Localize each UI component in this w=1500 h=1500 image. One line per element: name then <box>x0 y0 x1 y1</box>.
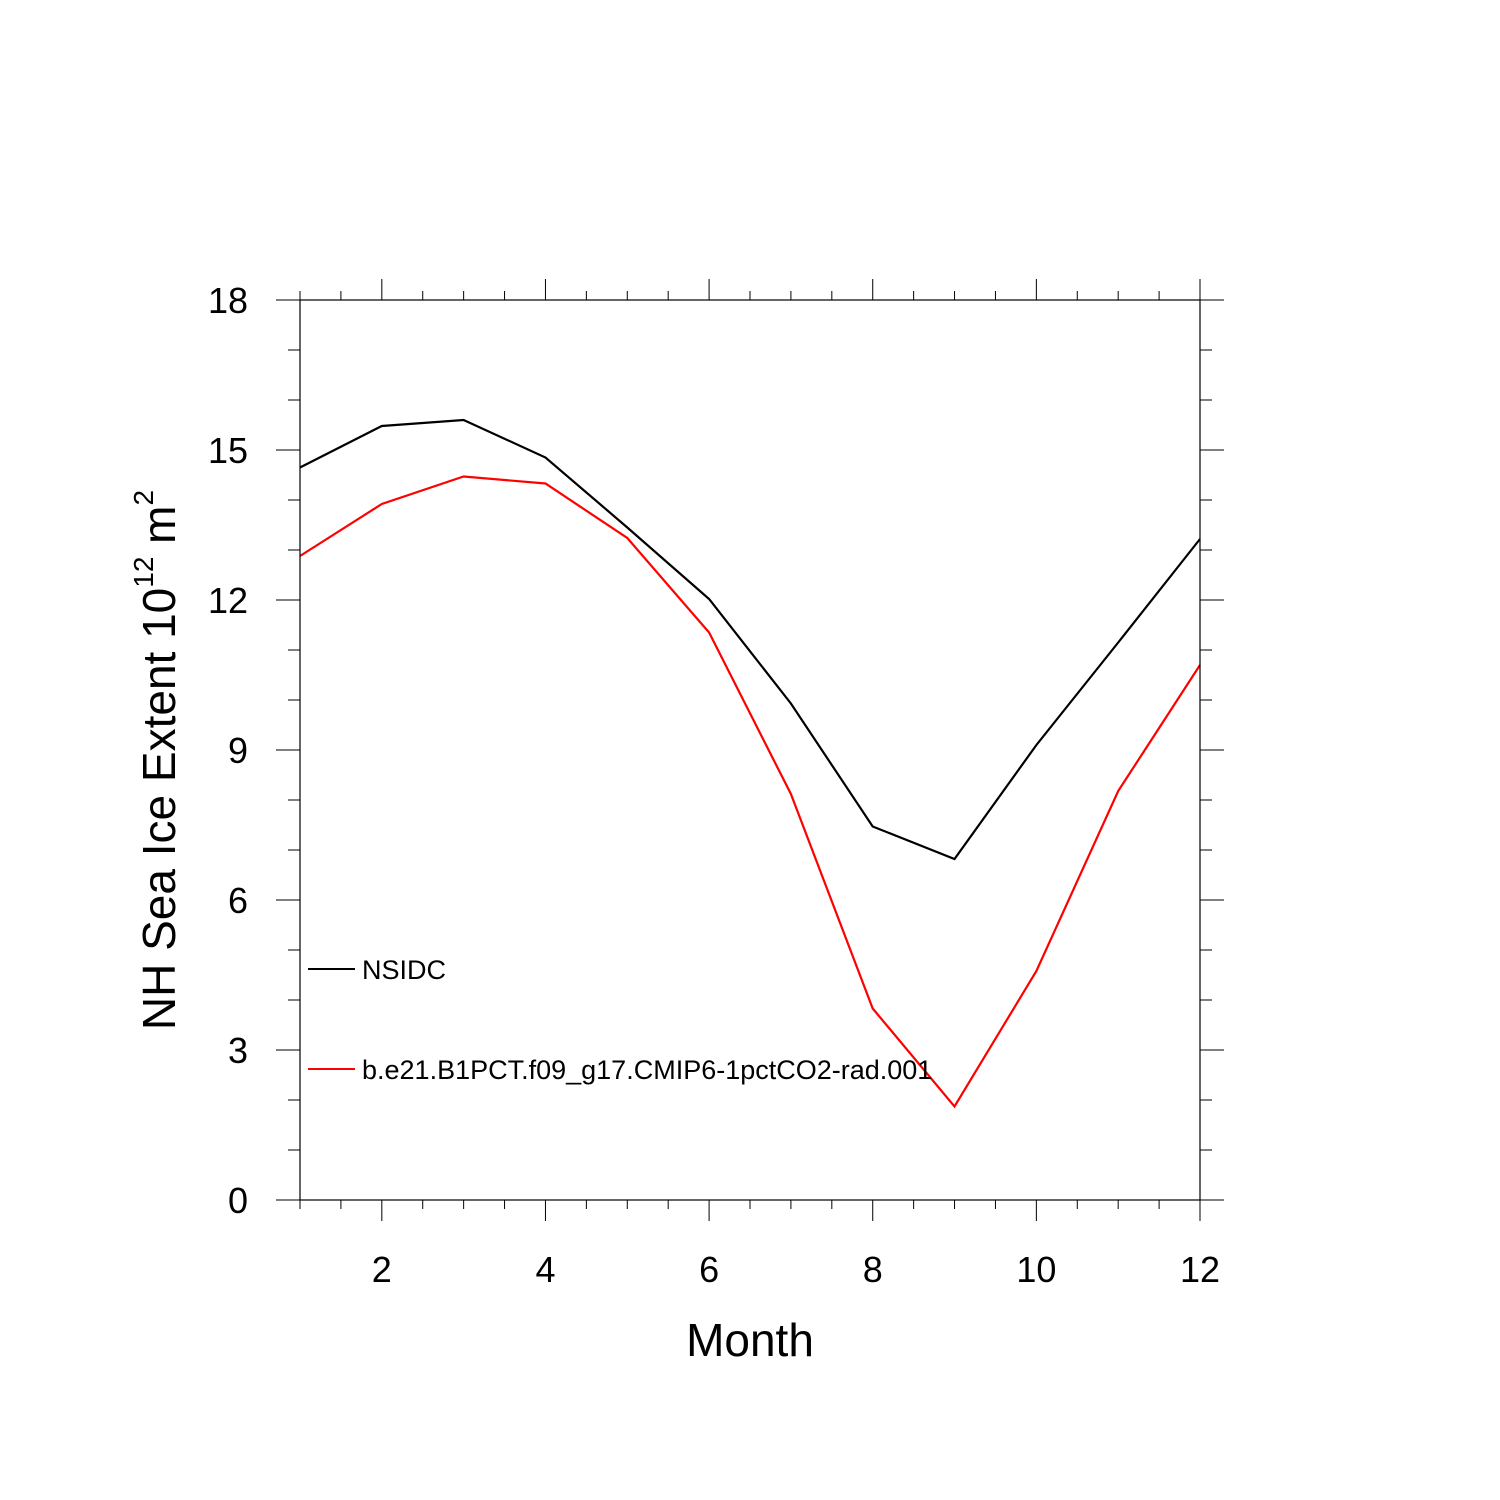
x-tick-label: 4 <box>535 1249 555 1290</box>
plot-frame <box>299 299 1201 1201</box>
series-line-model <box>299 475 1201 1109</box>
y-tick-label: 15 <box>208 430 248 471</box>
y-tick-label: 3 <box>228 1030 248 1071</box>
series-line-nsidc <box>299 418 1201 861</box>
x-tick-label: 12 <box>1180 1249 1220 1290</box>
y-axis-title-exponent: 12 <box>128 557 159 588</box>
y-tick-label: 12 <box>208 580 248 621</box>
y-axis-title-unit-exponent: 2 <box>128 490 159 506</box>
x-axis-title: Month <box>686 1314 814 1366</box>
x-tick-label: 10 <box>1016 1249 1056 1290</box>
y-axis-title-unit: m <box>133 505 185 556</box>
y-tick-label: 9 <box>228 730 248 771</box>
x-tick-labels: 2 4 6 8 10 12 <box>372 1249 1220 1290</box>
y-tick-labels: 0 3 6 9 12 15 18 <box>208 280 248 1221</box>
y-tick-label: 6 <box>228 880 248 921</box>
legend-label-nsidc: NSIDC <box>362 955 446 985</box>
x-tick-label: 2 <box>372 1249 392 1290</box>
ticks-layer <box>276 279 1224 1221</box>
y-tick-label: 0 <box>228 1180 248 1221</box>
x-tick-label: 8 <box>863 1249 883 1290</box>
y-axis-title-main: NH Sea Ice Extent 10 <box>133 588 185 1030</box>
x-tick-label: 6 <box>699 1249 719 1290</box>
y-tick-label: 18 <box>208 280 248 321</box>
legend-label-model: b.e21.B1PCT.f09_g17.CMIP6-1pctCO2-rad.00… <box>362 1055 932 1085</box>
series-layer <box>299 418 1201 1109</box>
y-axis-title: NH Sea Ice Extent 1012 m2 <box>128 490 185 1030</box>
legend: NSIDC b.e21.B1PCT.f09_g17.CMIP6-1pctCO2-… <box>308 955 932 1085</box>
